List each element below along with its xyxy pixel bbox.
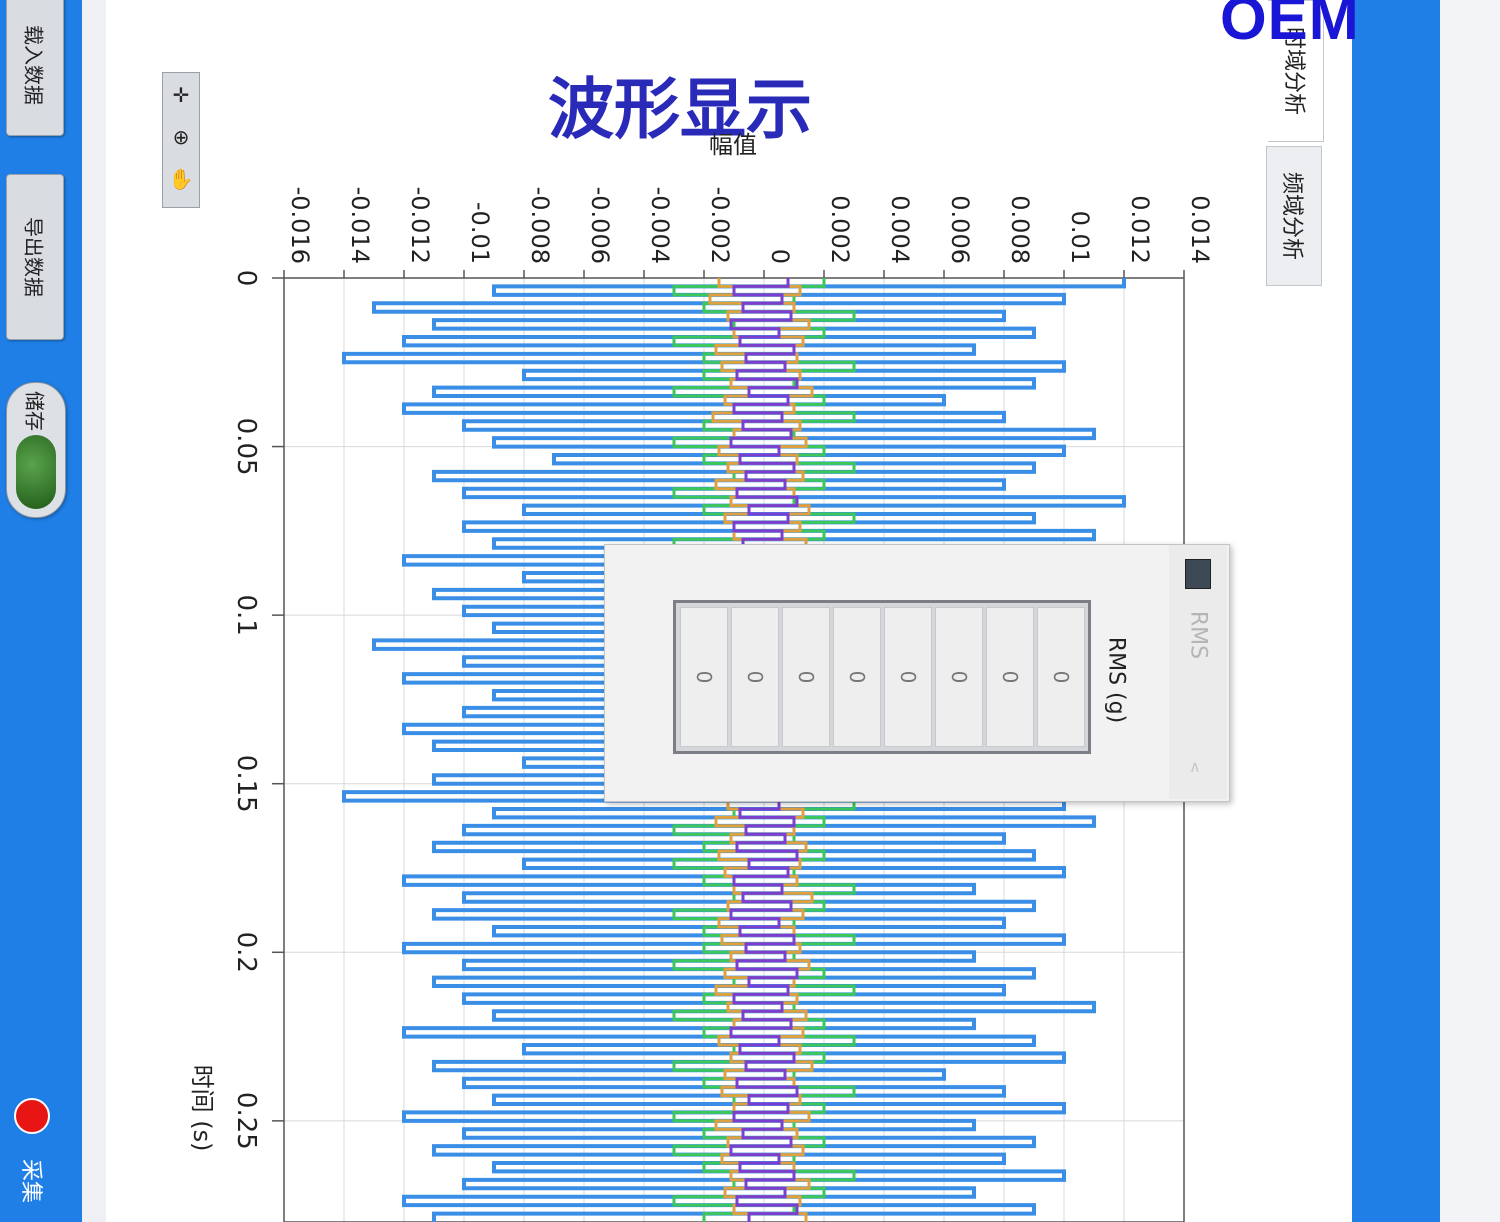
y-tick-label: 0 [766, 249, 794, 264]
export-data-button[interactable]: 导出数据 [6, 174, 64, 340]
y-tick-label: -0.012 [406, 187, 434, 264]
y-tick-label: 0.002 [826, 195, 854, 264]
rms-value: 0 [896, 670, 920, 684]
y-tick-label: -0.008 [526, 187, 554, 264]
rms-cell: 0 [1037, 607, 1085, 747]
y-tick-label: 0.01 [1066, 211, 1094, 264]
right-control-bar [1352, 0, 1440, 1222]
panel-collapse-icon[interactable]: ∧ [1189, 757, 1201, 776]
rms-unit-label: RMS (g) [1103, 636, 1129, 724]
rms-cell: 0 [935, 607, 983, 747]
y-tick-label: -0.006 [586, 187, 614, 264]
rms-unit-label-wrap: RMS (g) [1101, 637, 1131, 723]
tab-frequency-domain[interactable]: 频域分析 [1266, 146, 1322, 286]
rms-cell: 0 [986, 607, 1034, 747]
rms-cell: 0 [884, 607, 932, 747]
rms-header: RMS [1185, 610, 1211, 660]
rms-panel-sidebar: RMS ∧ [1169, 545, 1227, 799]
panel-menu-icon[interactable] [1185, 559, 1211, 589]
x-tick-label: 0.05 [231, 418, 261, 476]
right-panel-edge [1440, 0, 1500, 1222]
y-axis-label: 幅值 [709, 131, 757, 159]
y-tick-label: 0.008 [1006, 195, 1034, 264]
x-tick-label: 0.15 [231, 755, 261, 813]
left-panel-edge [82, 0, 106, 1222]
x-tick-label: 0.1 [231, 594, 261, 635]
rms-value: 0 [743, 670, 767, 684]
cursor-move-icon[interactable]: ✛ [172, 83, 190, 107]
rms-cell: 0 [680, 607, 728, 747]
x-axis-label: 时间 (s) [188, 1065, 216, 1152]
rms-value: 0 [794, 670, 818, 684]
y-tick-label: 0.006 [946, 195, 974, 264]
load-data-button[interactable]: 载入数据 [6, 0, 64, 136]
rms-value: 0 [947, 670, 971, 684]
y-tick-label: -0.016 [286, 187, 314, 264]
y-tick-label: 0.012 [1126, 195, 1154, 264]
rms-header-wrap: RMS [1186, 611, 1211, 659]
rms-cell: 0 [833, 607, 881, 747]
rms-value: 0 [1049, 670, 1073, 684]
rms-value-array: 0 0 0 0 0 0 0 0 [673, 600, 1091, 754]
y-tick-label: -0.002 [706, 187, 734, 264]
y-tick-label: -0.014 [346, 187, 374, 264]
chart-ticks: -0.016 -0.014 -0.012 -0.01 -0.008 -0.006 -0.00… [231, 187, 1214, 1150]
y-tick-label: 0.004 [886, 195, 914, 264]
graph-palette: ✛ ⊕ ✋ [162, 72, 200, 208]
chart-title: 波形显示 [548, 71, 812, 148]
record-indicator-icon[interactable] [14, 1098, 50, 1134]
rms-cell: 0 [731, 607, 779, 747]
x-tick-label: 0.25 [231, 1092, 261, 1150]
rms-value: 0 [845, 670, 869, 684]
zoom-icon[interactable]: ⊕ [172, 125, 190, 149]
rms-panel: 0 0 0 0 0 0 0 0 RMS (g) RMS ∧ [604, 544, 1230, 802]
y-tick-label: -0.004 [646, 187, 674, 264]
tab-time-domain[interactable]: 时域分析 [1268, 0, 1324, 142]
store-toggle[interactable]: 储存 [6, 382, 66, 518]
y-tick-label: 0.014 [1186, 195, 1214, 264]
rms-value: 0 [692, 670, 716, 684]
store-indicator-icon [16, 435, 56, 509]
oem-logo: OEM [1220, 0, 1360, 52]
rms-cell: 0 [782, 607, 830, 747]
pan-hand-icon[interactable]: ✋ [168, 167, 194, 191]
x-tick-label: 0 [231, 270, 261, 287]
x-tick-label: 0.2 [231, 932, 261, 973]
y-tick-label: -0.01 [466, 202, 494, 264]
rms-value: 0 [998, 670, 1022, 684]
